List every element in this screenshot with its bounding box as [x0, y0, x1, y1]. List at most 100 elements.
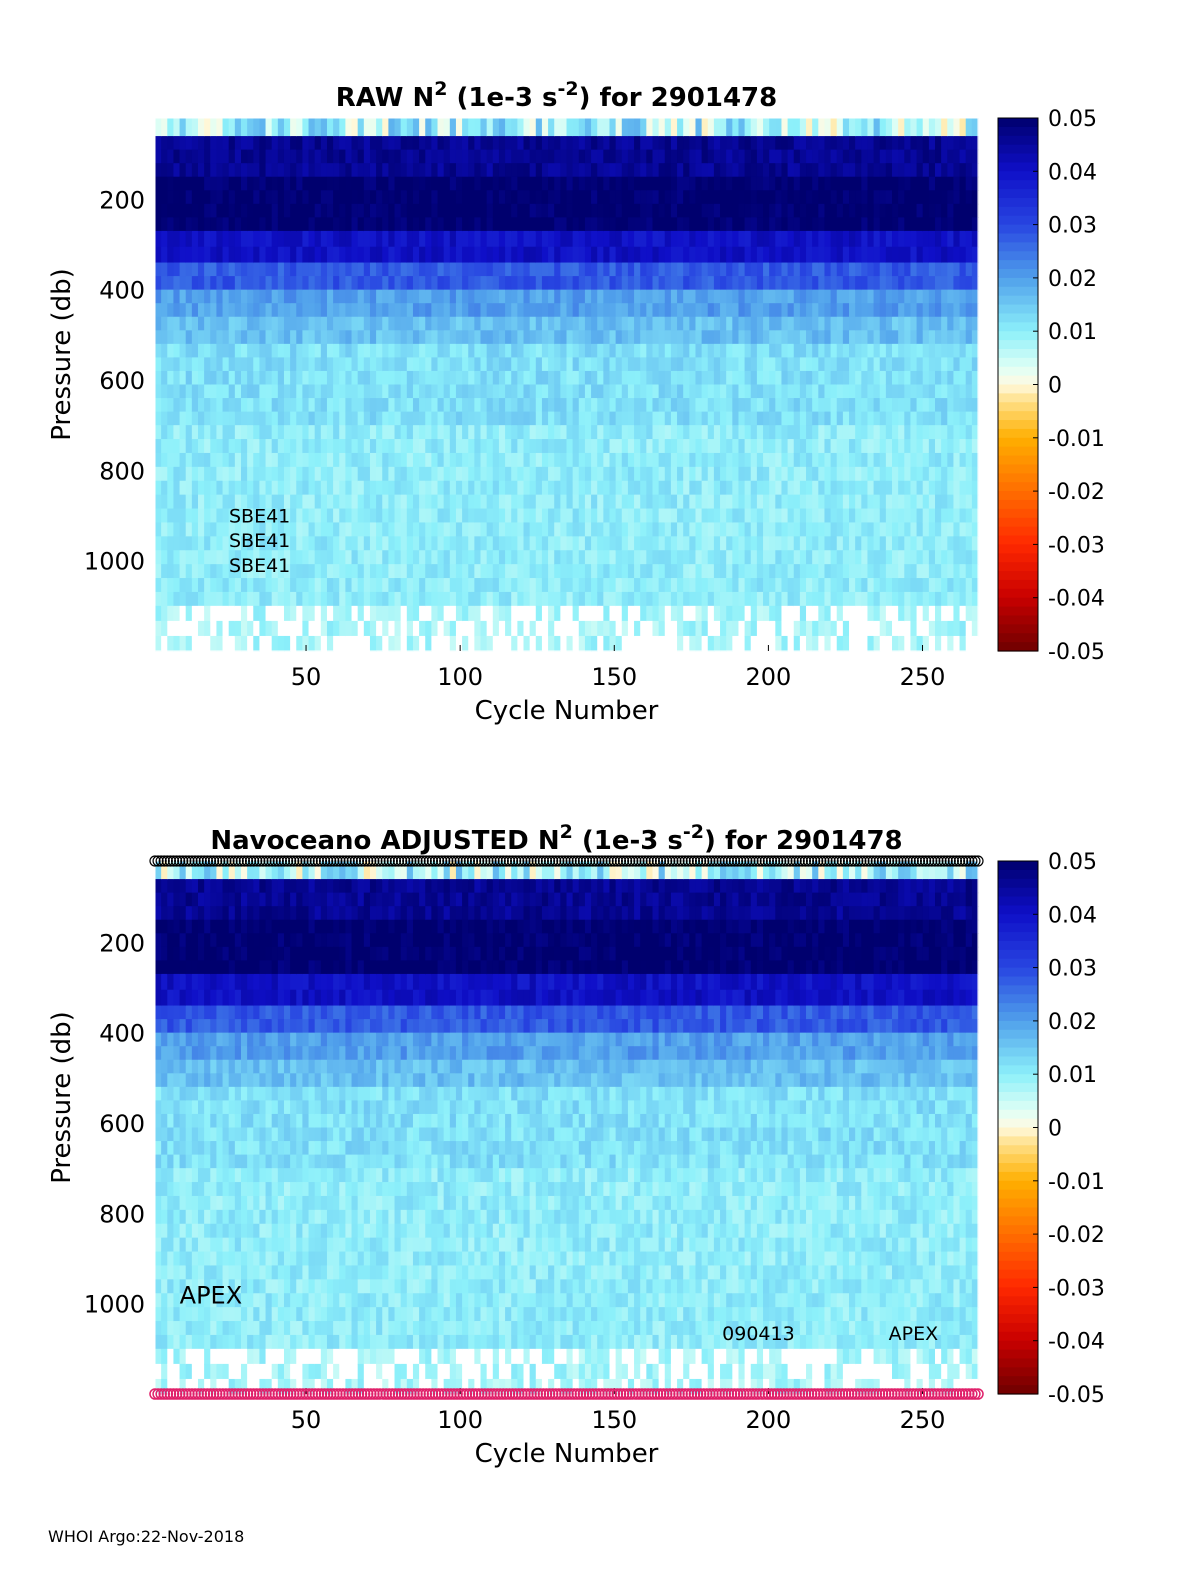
heatmap-cell: [240, 370, 248, 386]
heatmap-cell: [677, 357, 684, 372]
heatmap-cell: [480, 411, 488, 426]
heatmap-cell: [517, 620, 525, 637]
heatmap-cell: [412, 262, 420, 277]
heatmap-cell: [240, 480, 248, 496]
heatmap-cell: [474, 203, 482, 218]
heatmap-cell: [443, 591, 451, 607]
heatmap-cell: [259, 620, 267, 637]
heatmap-cell: [597, 522, 604, 537]
heatmap-cell: [842, 522, 850, 537]
heatmap-cell: [210, 550, 218, 565]
heatmap-cell: [498, 578, 506, 593]
heatmap-cell: [763, 466, 770, 482]
heatmap-cell: [652, 330, 660, 345]
heatmap-cell: [554, 136, 561, 151]
heatmap-cell: [824, 384, 832, 399]
heatmap-cell: [683, 605, 690, 622]
heatmap-cell: [351, 330, 359, 345]
heatmap-cell: [326, 398, 334, 413]
heatmap-cell: [707, 398, 715, 413]
heatmap-cell: [873, 303, 881, 318]
heatmap-cell: [578, 508, 586, 524]
heatmap-cell: [652, 230, 660, 248]
heatmap-cell: [228, 398, 236, 413]
heatmap-cell: [793, 578, 801, 593]
heatmap-cell: [320, 605, 328, 622]
heatmap-cell: [763, 536, 770, 551]
heatmap-cell: [541, 452, 549, 468]
heatmap-cell: [173, 635, 181, 652]
heatmap-cell: [597, 605, 604, 622]
heatmap-cell: [861, 494, 869, 510]
heatmap-cell: [842, 452, 850, 468]
heatmap-cell: [480, 276, 488, 291]
heatmap-cell: [578, 246, 586, 264]
heatmap-cell: [744, 411, 752, 426]
heatmap-cell: [437, 246, 445, 264]
heatmap-cell: [548, 190, 555, 205]
heatmap-cell: [541, 276, 549, 291]
heatmap-cell: [529, 564, 537, 579]
heatmap-cell: [302, 136, 310, 151]
heatmap-cell: [234, 343, 242, 358]
heatmap-cell: [449, 578, 457, 593]
heatmap-cell: [627, 564, 635, 579]
heatmap-cell: [345, 136, 353, 151]
heatmap-cell: [271, 620, 279, 637]
heatmap-cell: [787, 620, 795, 637]
heatmap-cell: [806, 203, 813, 218]
heatmap-cell: [898, 620, 905, 637]
heatmap-cell: [787, 246, 795, 264]
heatmap-cell: [425, 425, 432, 440]
heatmap-cell: [253, 635, 261, 652]
heatmap-cell: [216, 536, 224, 551]
heatmap-cell: [240, 289, 248, 304]
heatmap-cell: [591, 411, 598, 426]
heatmap-cell: [345, 343, 353, 358]
heatmap-cell: [627, 605, 635, 622]
heatmap-cell: [197, 384, 205, 399]
heatmap-cell: [351, 620, 359, 637]
heatmap-cell: [462, 176, 469, 191]
heatmap-cell: [529, 620, 537, 637]
heatmap-cell: [234, 118, 242, 137]
heatmap-cell: [486, 578, 494, 593]
heatmap-cell: [928, 466, 936, 482]
heatmap-cell: [646, 591, 654, 607]
heatmap-cell: [824, 276, 832, 291]
heatmap-cell: [750, 384, 758, 399]
heatmap-cell: [916, 330, 924, 345]
heatmap-cell: [376, 384, 383, 399]
heatmap-cell: [910, 439, 918, 454]
heatmap-cell: [277, 635, 285, 652]
heatmap-cell: [769, 620, 776, 637]
heatmap-cell: [308, 316, 316, 331]
heatmap-cell: [621, 343, 629, 358]
heatmap-cell: [247, 262, 254, 277]
heatmap-cell: [584, 289, 592, 304]
heatmap-cell: [646, 118, 654, 137]
heatmap-cell: [806, 118, 813, 137]
heatmap-cell: [449, 480, 457, 496]
heatmap-cell: [498, 370, 506, 386]
heatmap-cell: [155, 439, 162, 454]
heatmap-cell: [726, 316, 733, 331]
heatmap-cell: [928, 411, 936, 426]
heatmap-cell: [277, 591, 285, 607]
heatmap-cell: [640, 591, 647, 607]
heatmap-cell: [283, 230, 291, 248]
heatmap-cell: [695, 217, 703, 232]
heatmap-cell: [449, 508, 457, 524]
heatmap-cell: [511, 452, 518, 468]
heatmap-cell: [548, 620, 555, 637]
heatmap-cell: [167, 316, 175, 331]
heatmap-cell: [910, 550, 918, 565]
heatmap-cell: [382, 203, 389, 218]
heatmap-cell: [155, 190, 162, 205]
heatmap-cell: [830, 370, 838, 386]
heatmap-cell: [314, 620, 322, 637]
heatmap-cell: [695, 605, 703, 622]
heatmap-cell: [191, 550, 199, 565]
heatmap-cell: [271, 343, 279, 358]
heatmap-cell: [756, 316, 764, 331]
